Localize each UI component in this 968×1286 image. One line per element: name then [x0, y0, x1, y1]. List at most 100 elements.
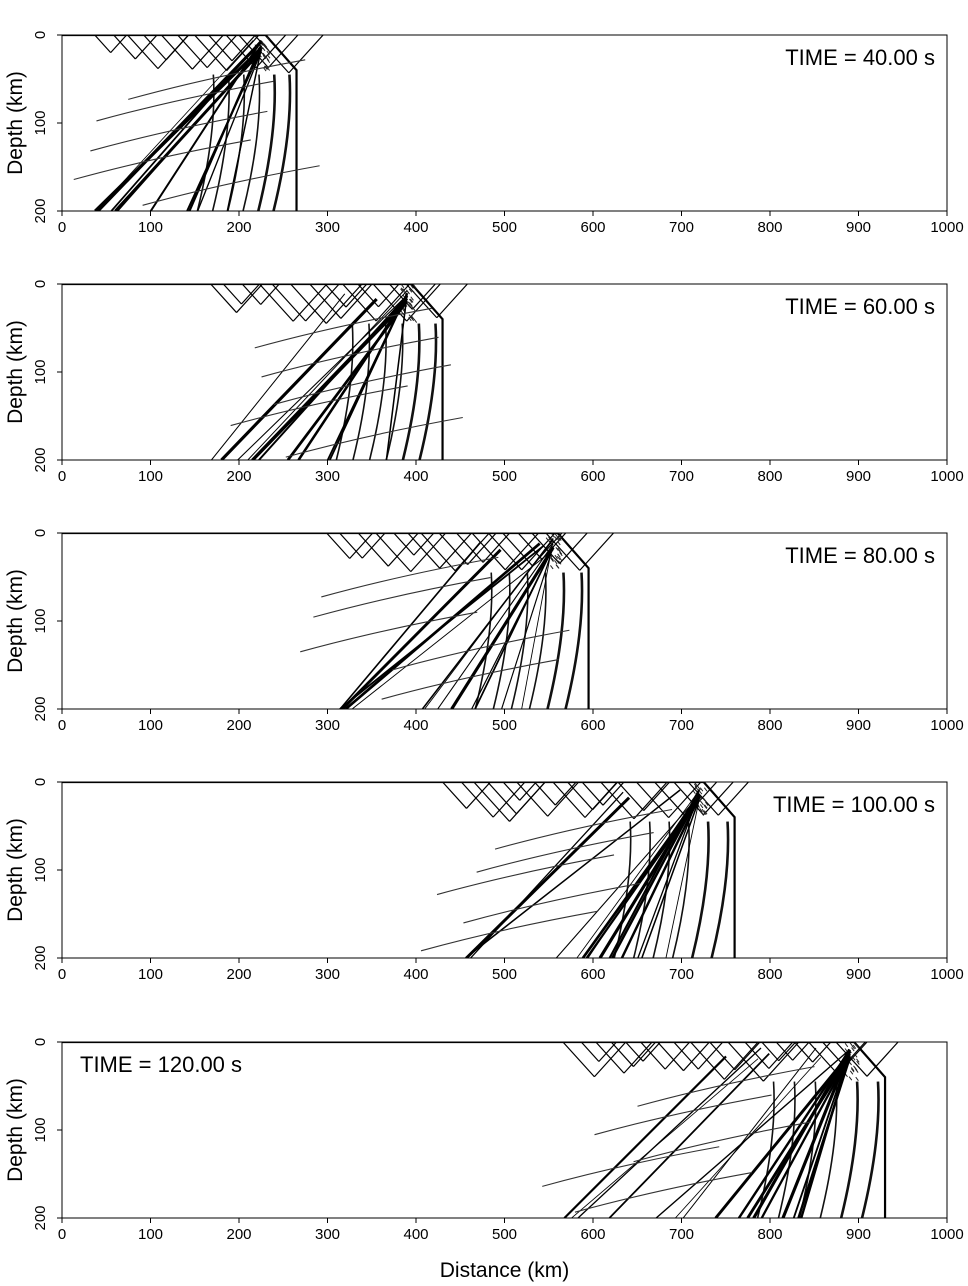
source-scatter	[554, 554, 558, 559]
multiple-ray	[734, 1042, 761, 1071]
x-tick-label: 300	[315, 219, 340, 236]
multiple-ray	[165, 35, 190, 61]
y-axis-title: Depth (km)	[4, 71, 27, 175]
source-scatter	[849, 1042, 853, 1047]
source-scatter	[411, 315, 415, 321]
source-scatter	[409, 315, 414, 320]
head-wave	[501, 546, 554, 709]
multiple-ray	[492, 782, 526, 818]
source-scatter	[557, 541, 561, 546]
source-scatter	[557, 560, 562, 565]
multiple-ray	[466, 782, 491, 809]
source-scatter	[408, 288, 413, 293]
head-wave	[211, 293, 346, 460]
reflected-arc	[254, 307, 432, 349]
wavefield	[62, 284, 468, 460]
source-scatter	[703, 804, 708, 810]
multiple-ray	[768, 1042, 794, 1069]
source-scatter	[400, 288, 404, 293]
x-tick-label: 1000	[930, 219, 963, 236]
source-scatter	[262, 52, 267, 57]
multiple-ray	[657, 1042, 684, 1072]
y-tick-label: 100	[32, 857, 49, 882]
reflected-arc	[321, 556, 499, 598]
y-tick-label: 0	[32, 1038, 49, 1046]
multiple-ray	[504, 533, 540, 571]
x-tick-label: 700	[669, 717, 694, 734]
y-axis-title: Depth (km)	[4, 818, 27, 922]
multiple-ray	[482, 533, 511, 563]
multiple-ray	[260, 284, 280, 305]
panel-3: 0 100 200 300 400 500 600 700 800 900 1000 0 100 200 D…	[4, 529, 964, 734]
x-tick-label: 400	[403, 219, 428, 236]
x-tick-label: 300	[315, 717, 340, 734]
multiple-ray	[210, 284, 237, 313]
time-label: TIME = 120.00 s	[80, 1052, 242, 1077]
source-scatter	[266, 54, 271, 59]
source-scatter	[855, 1044, 860, 1049]
source-scatter	[262, 42, 266, 48]
multiple-ray	[127, 35, 159, 70]
x-tick-label: 600	[580, 966, 605, 983]
x-tick-label: 200	[226, 468, 251, 485]
reflected-arc	[637, 1066, 815, 1107]
panel-4: 0 100 200 300 400 500 600 700 800 900 1000 0 100 200 D…	[4, 778, 964, 983]
reflected-arc	[90, 110, 268, 152]
x-tick-label: 300	[315, 1226, 340, 1243]
source-scatter	[694, 782, 698, 787]
wavefront-p	[62, 782, 736, 958]
multiple-ray	[502, 533, 533, 567]
source-scatter	[550, 556, 554, 561]
head-wave	[620, 796, 701, 958]
multiple-ray	[420, 533, 456, 572]
multiple-ray	[467, 533, 497, 565]
reflected-arc	[494, 808, 673, 850]
y-tick-label: 200	[32, 696, 49, 721]
multiple-ray	[113, 35, 136, 60]
multiple-ray	[545, 533, 581, 571]
x-tick-label: 900	[846, 219, 871, 236]
x-tick-label: 900	[846, 966, 871, 983]
x-tick-label: 0	[58, 468, 66, 485]
x-tick-label: 600	[580, 468, 605, 485]
multiple-ray	[775, 1042, 794, 1061]
x-tick-label: 400	[403, 1226, 428, 1243]
multiple-ray	[683, 1042, 710, 1072]
time-label: TIME = 60.00 s	[785, 294, 935, 319]
source-scatter	[559, 557, 563, 562]
x-tick-label: 400	[403, 966, 428, 983]
wavefront-arc	[401, 323, 421, 460]
wavefield	[62, 782, 749, 958]
wavefront-arc	[257, 74, 277, 211]
multiple-ray	[271, 284, 307, 322]
source-scatter	[701, 808, 706, 813]
multiple-ray	[633, 782, 668, 820]
wavefield	[62, 35, 324, 211]
wavefront-arc	[418, 323, 438, 460]
panel-2: 0 100 200 300 400 500 600 700 800 900 1000 0 100 200 D…	[4, 280, 964, 485]
multiple-ray	[471, 533, 506, 571]
head-wave	[641, 799, 700, 958]
x-tick-label: 600	[580, 717, 605, 734]
head-wave	[577, 1047, 762, 1218]
multiple-ray	[580, 1042, 600, 1062]
source-scatter	[856, 1060, 860, 1065]
reflected-arc	[436, 854, 615, 896]
multiple-ray	[610, 1042, 634, 1067]
multiple-ray	[340, 284, 373, 319]
multiple-ray	[642, 1042, 661, 1062]
wavefront-arc	[860, 1081, 880, 1218]
head-wave	[576, 790, 700, 958]
x-tick-label: 400	[403, 468, 428, 485]
source-scatter	[556, 555, 561, 561]
multiple-ray	[487, 782, 517, 815]
multiple-ray	[521, 533, 556, 571]
head-wave	[571, 1058, 759, 1218]
wavefront-arc	[710, 821, 730, 958]
reflected-arc	[574, 1172, 753, 1213]
y-tick-label: 0	[32, 778, 49, 786]
multiple-ray	[241, 284, 262, 305]
multiple-ray	[442, 782, 467, 809]
multiple-ray	[407, 533, 441, 569]
x-tick-label: 0	[58, 966, 66, 983]
